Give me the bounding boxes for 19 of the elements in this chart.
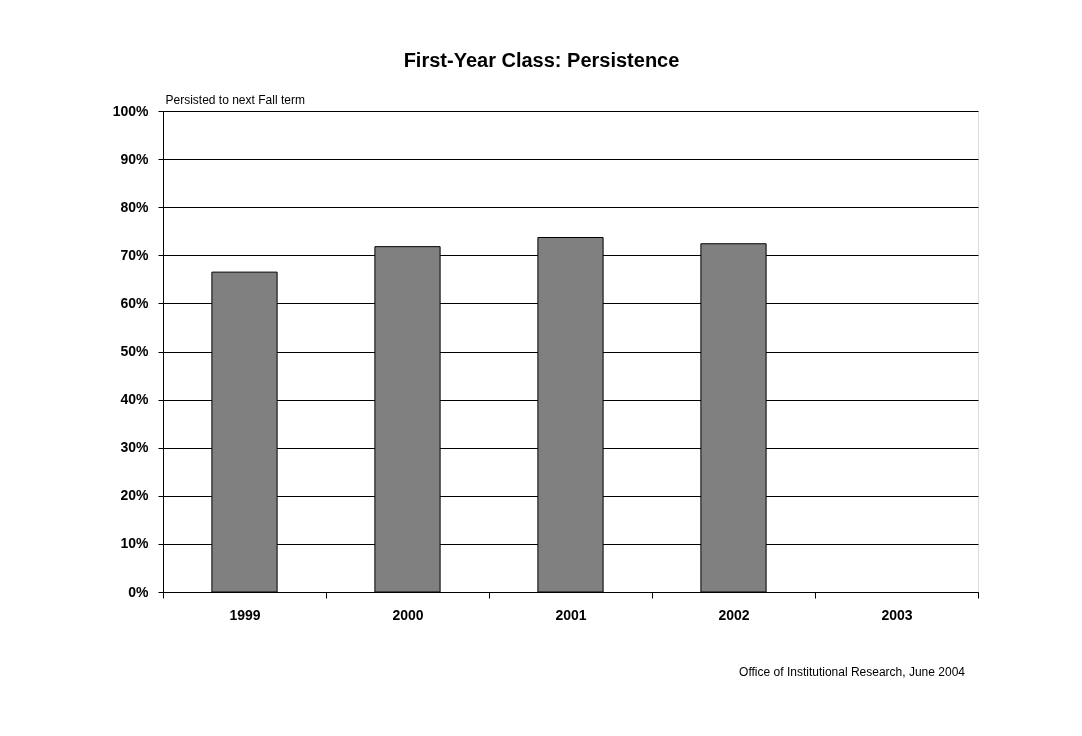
y-tick-label: 50% [120, 343, 150, 359]
y-tick-label: 90% [120, 150, 150, 167]
text: Office of Institutional Research, June 2004 [739, 665, 966, 679]
x-tick-label: 1999 [229, 606, 261, 623]
y-tick-label: 40% [120, 391, 150, 408]
y-tick-label: 100% [112, 102, 150, 119]
y-tick-label: 60% [120, 294, 150, 311]
x-tick-label: 2002 [718, 606, 750, 623]
x-tick-label: 2001 [555, 606, 587, 623]
y-tick-label: 0% [128, 583, 150, 600]
y-tick-label: 10% [120, 535, 150, 552]
y-tick-label: 30% [120, 439, 150, 456]
y-axis-title: Persisted to next Fall term [165, 92, 305, 107]
y-tick-label: 20% [120, 487, 150, 504]
y-tick-label: 80% [120, 198, 150, 215]
x-tick-label: 2000 [392, 606, 424, 623]
y-tick-label: 70% [120, 246, 150, 263]
chart-title: First-Year Class: Persistence [403, 49, 680, 71]
x-tick-label: 2003 [881, 606, 913, 623]
